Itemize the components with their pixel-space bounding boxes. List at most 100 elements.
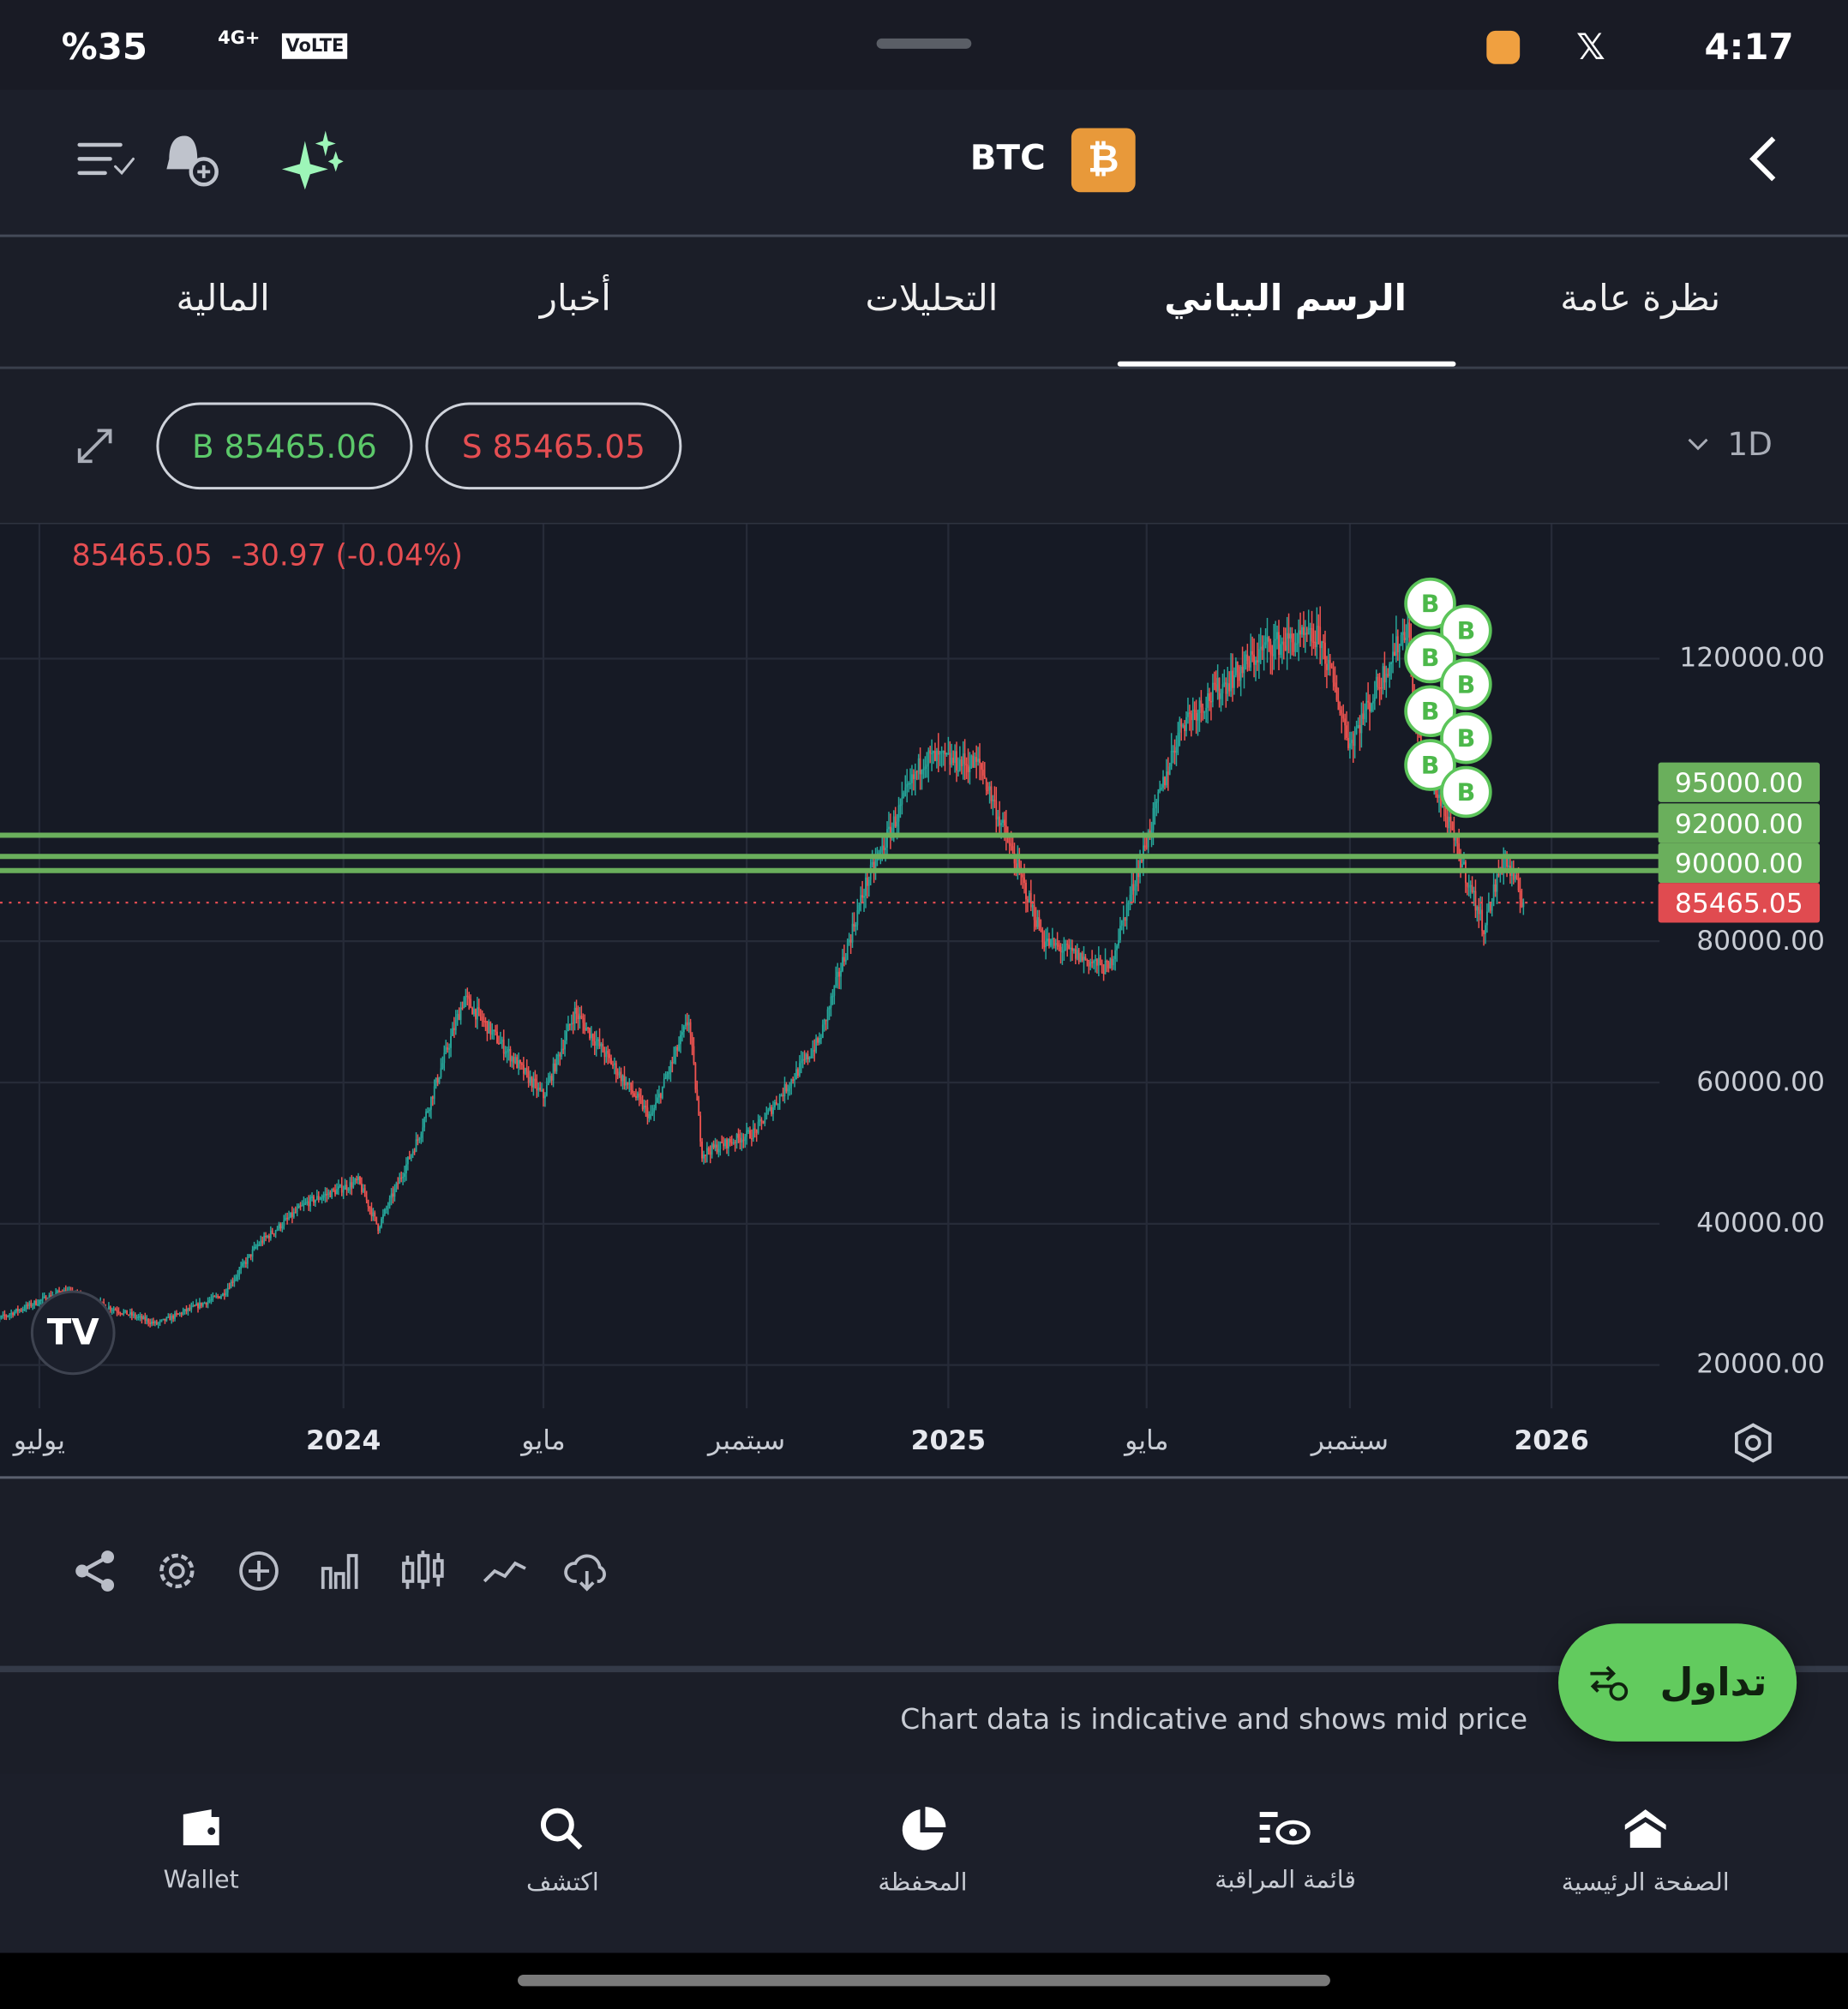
candle-body	[889, 826, 891, 838]
candle-body	[32, 1304, 34, 1306]
candle-body	[1403, 632, 1406, 641]
interval-select[interactable]: 1D	[1687, 425, 1773, 463]
nav-home[interactable]: الصفحة الرئيسية	[1517, 1807, 1773, 1897]
candle-body	[327, 1192, 330, 1195]
candle-body	[620, 1071, 622, 1082]
tab-financials[interactable]: المالية	[176, 276, 270, 320]
candle-body	[1257, 649, 1260, 663]
candle-body	[681, 1032, 683, 1035]
tradingview-logo[interactable]: TV	[30, 1290, 116, 1376]
candle-body	[572, 1022, 574, 1024]
candle-body	[1173, 750, 1176, 753]
candle-body	[650, 1114, 652, 1116]
candle-body	[1382, 666, 1384, 689]
candle-body	[1438, 795, 1440, 798]
candle-body	[420, 1134, 423, 1138]
candle-body	[16, 1308, 19, 1311]
candle-body	[331, 1189, 333, 1197]
tab-overview[interactable]: نظرة عامة	[1560, 276, 1721, 320]
candle-body	[435, 1077, 437, 1087]
candle-body	[762, 1120, 765, 1124]
buy-marker-label: B	[1457, 671, 1476, 699]
candle-body	[443, 1052, 446, 1064]
nav-portfolio[interactable]: المحفظة	[795, 1807, 1051, 1897]
candle-body	[734, 1142, 736, 1144]
nav-watchlist[interactable]: قائمة المراقبة	[1157, 1807, 1413, 1894]
candle-body	[1496, 874, 1498, 892]
candle-body	[1257, 660, 1258, 663]
tab-analysis[interactable]: التحليلات	[865, 276, 999, 320]
candle-body	[974, 757, 976, 768]
candle-body	[939, 753, 941, 755]
add-icon[interactable]	[236, 1548, 282, 1594]
line-chart-icon[interactable]	[482, 1548, 528, 1594]
candle-body	[1167, 771, 1169, 775]
candle-body	[820, 1037, 822, 1040]
candle-body	[1031, 905, 1034, 908]
candle-body	[1132, 884, 1135, 891]
tab-chart[interactable]: الرسم البياني	[1164, 276, 1407, 320]
candle-body	[388, 1198, 391, 1207]
sell-price-button[interactable]: S 85465.05	[425, 402, 682, 490]
candle-body	[1443, 806, 1445, 808]
candle-body	[1383, 666, 1386, 683]
candle-body	[1028, 892, 1030, 903]
interval-value: 1D	[1727, 425, 1773, 463]
candle-body	[1250, 651, 1252, 668]
tab-news[interactable]: أخبار	[539, 276, 611, 320]
ai-sparkle-icon[interactable]	[281, 130, 346, 193]
candle-body	[393, 1188, 396, 1197]
candle-body	[1198, 700, 1201, 714]
settings-icon[interactable]	[153, 1548, 200, 1594]
candle-body	[1395, 636, 1397, 657]
candle-body	[808, 1057, 811, 1059]
candle-body	[1357, 725, 1359, 729]
candle-body	[117, 1311, 120, 1313]
candle-body	[142, 1316, 145, 1320]
nav-home-label: الصفحة الرئيسية	[1561, 1868, 1730, 1897]
candle-body	[477, 1007, 480, 1010]
candle-body	[336, 1189, 338, 1195]
back-chevron-left-icon[interactable]	[1745, 135, 1779, 182]
watchlist-check-icon[interactable]	[77, 141, 136, 179]
candle-body	[1314, 642, 1317, 648]
candle-body	[607, 1050, 609, 1054]
buy-price-button[interactable]: B 85465.06	[156, 402, 413, 490]
candle-body	[135, 1316, 138, 1319]
candle-body	[461, 1007, 464, 1010]
fullscreen-expand-icon[interactable]	[75, 425, 116, 466]
chevron-down-icon	[1688, 438, 1708, 450]
candle-body	[711, 1143, 713, 1155]
candle-body	[1136, 872, 1138, 887]
candle-body	[618, 1071, 621, 1076]
trade-button[interactable]: تداول	[1558, 1623, 1797, 1742]
candle-body	[1114, 950, 1117, 959]
nav-wallet[interactable]: Wallet	[73, 1807, 329, 1894]
top-header: BTC ₿	[0, 89, 1848, 237]
candle-body	[1077, 950, 1080, 963]
nav-discover[interactable]: اكتشف	[435, 1807, 691, 1897]
candle-body	[613, 1063, 615, 1065]
candle-body	[0, 1316, 1, 1319]
candle-body	[1271, 654, 1274, 657]
share-icon[interactable]	[72, 1548, 118, 1594]
bar-chart-icon[interactable]	[318, 1548, 364, 1594]
add-alert-bell-icon[interactable]	[164, 133, 220, 187]
candle-body	[1129, 894, 1131, 903]
candle-body	[304, 1202, 307, 1204]
candle-body	[57, 1290, 59, 1293]
chart-settings-hex-icon[interactable]	[1732, 1423, 1773, 1464]
candles-icon[interactable]	[399, 1548, 446, 1594]
candle-body	[723, 1143, 725, 1147]
candle-body	[1349, 743, 1351, 748]
candle-body	[242, 1262, 243, 1267]
candle-body	[268, 1235, 270, 1238]
candle-body	[392, 1193, 394, 1197]
candle-body	[215, 1296, 218, 1298]
candle-body	[787, 1088, 789, 1092]
candle-body	[153, 1321, 156, 1323]
candle-body	[597, 1039, 599, 1041]
cloud-sync-icon[interactable]	[564, 1548, 610, 1594]
